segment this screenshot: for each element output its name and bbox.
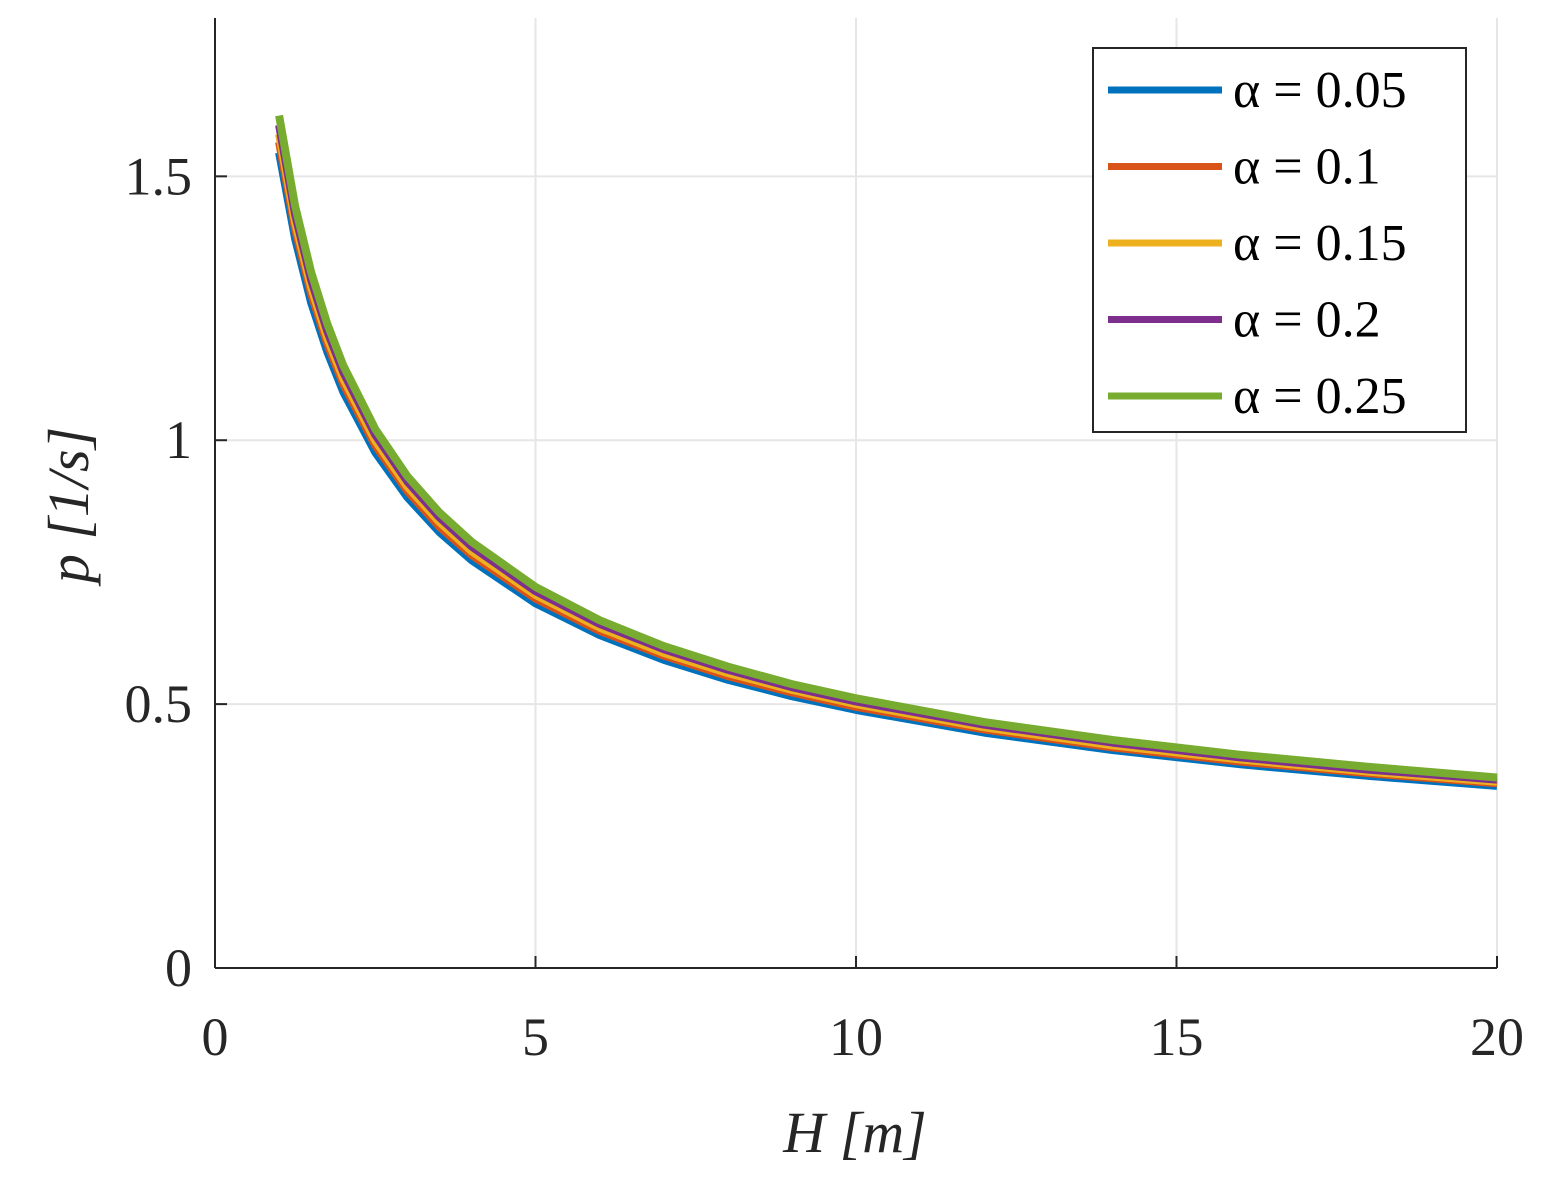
series-line-4 bbox=[275, 114, 1498, 782]
x-tick-label: 0 bbox=[202, 1007, 229, 1067]
y-tick-label: 1.5 bbox=[125, 146, 193, 206]
x-tick-label: 10 bbox=[829, 1007, 883, 1067]
legend: α = 0.05 α = 0.1 α = 0.15 α = 0.2 α = 0.25 bbox=[1092, 47, 1467, 433]
legend-label: α = 0.05 bbox=[1233, 62, 1407, 119]
series-lines bbox=[275, 114, 1498, 790]
y-tick-label: 1 bbox=[165, 410, 192, 470]
y-tick-label: 0 bbox=[165, 938, 192, 998]
legend-label: α = 0.2 bbox=[1233, 292, 1381, 349]
y-axis-label: p [1/s] bbox=[36, 427, 101, 587]
axes bbox=[214, 18, 1498, 969]
x-axis-label: H [m] bbox=[782, 1100, 926, 1165]
legend-label: α = 0.1 bbox=[1233, 139, 1381, 196]
tick-labels: 0 5 10 15 20 0 0.5 1 1.5 bbox=[125, 146, 1525, 1067]
y-tick-label: 0.5 bbox=[125, 674, 193, 734]
legend-label: α = 0.25 bbox=[1233, 368, 1407, 425]
legend-label: α = 0.15 bbox=[1233, 215, 1407, 272]
x-tick-label: 5 bbox=[522, 1007, 549, 1067]
x-tick-label: 20 bbox=[1470, 1007, 1524, 1067]
x-tick-label: 15 bbox=[1150, 1007, 1204, 1067]
